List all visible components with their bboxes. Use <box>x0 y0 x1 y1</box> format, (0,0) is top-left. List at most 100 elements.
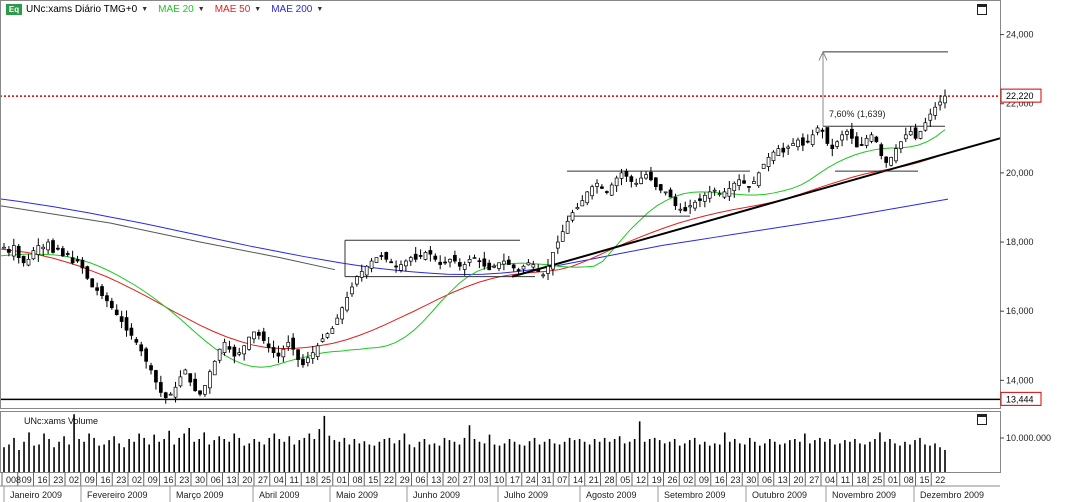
current-price-label: 22,220 <box>1006 91 1034 101</box>
moving-averages <box>0 129 949 368</box>
date-tick-label: 23 <box>116 475 126 485</box>
candle-body <box>438 261 443 265</box>
date-tick-label: 23 <box>179 475 189 485</box>
candle-body <box>595 182 599 187</box>
candle-body <box>933 106 938 116</box>
candle-body <box>869 134 874 142</box>
candle-body <box>521 265 526 270</box>
candle-body <box>786 146 791 149</box>
eq-app-icon[interactable]: Eq <box>6 4 22 15</box>
symbol-label[interactable]: UNc:xams Diário TMG+0 <box>26 4 138 15</box>
candle-body <box>60 248 65 257</box>
min-price-box <box>1000 391 1042 406</box>
volume-pane-maximize-icon[interactable] <box>977 414 987 425</box>
volume-bars <box>3 414 946 472</box>
candle-body <box>198 390 202 395</box>
candle-body <box>315 345 320 357</box>
candle-body <box>604 191 609 193</box>
uptrend-line <box>511 137 1001 278</box>
mae50-dropdown-icon[interactable]: ▼ <box>254 6 262 13</box>
date-tick-label: 18 <box>305 475 315 485</box>
date-tick-label: 08 <box>353 475 363 485</box>
indicator-mae200-label[interactable]: MAE 200 <box>271 4 313 15</box>
date-tick-label: 11 <box>290 475 299 485</box>
candle-body <box>340 307 345 320</box>
candle-body <box>673 196 678 207</box>
date-tick-label: 22 <box>935 475 945 485</box>
candle-body <box>364 265 369 276</box>
candle-body <box>203 385 207 395</box>
candle-body <box>163 392 168 398</box>
candle-body <box>555 241 560 249</box>
candle-body <box>453 254 457 262</box>
candle-body <box>903 134 908 140</box>
candle-body <box>722 191 727 198</box>
date-tick-label: 06 <box>211 475 221 485</box>
month-label: Outubro 2009 <box>752 490 807 500</box>
candle-body <box>448 258 452 263</box>
candle-body <box>310 352 315 359</box>
date-tick-label: 02 <box>132 475 142 485</box>
candle-body <box>119 316 124 322</box>
volume-pane-border <box>0 411 1001 473</box>
candle-body <box>389 261 394 264</box>
date-tick-label: 27 <box>258 475 268 485</box>
candle-body <box>433 255 438 260</box>
candle-body <box>810 134 815 145</box>
candle-body <box>801 137 805 146</box>
candle-body <box>149 365 153 371</box>
date-tick-label: 23 <box>731 475 741 485</box>
axes <box>0 0 1004 502</box>
candle-body <box>600 186 604 189</box>
price-pane-maximize-icon[interactable] <box>977 4 987 15</box>
candle-body <box>727 188 732 197</box>
candle-body <box>639 177 643 184</box>
candle-body <box>85 266 90 279</box>
candle-body <box>884 156 889 163</box>
candle-body <box>698 198 702 201</box>
candle-body <box>913 127 918 139</box>
date-tick-label: 29 <box>400 475 410 485</box>
mae200-dropdown-icon[interactable]: ▼ <box>316 6 324 13</box>
candle-body <box>541 274 545 277</box>
candle-body <box>791 143 795 146</box>
date-tick-label: 07 <box>557 475 567 485</box>
indicator-mae20-label[interactable]: MAE 20 <box>158 4 194 15</box>
candle-body <box>707 191 712 199</box>
date-tick-label: 30 <box>746 475 756 485</box>
candle-body <box>16 245 21 258</box>
candle-body <box>345 297 349 311</box>
candle-body <box>31 250 36 260</box>
mae20-dropdown-icon[interactable]: ▼ <box>197 6 205 13</box>
candle-body <box>252 331 256 340</box>
date-tick-label: 09 <box>148 475 158 485</box>
candle-body <box>609 184 614 196</box>
candle-body <box>330 328 335 334</box>
candle-body <box>109 300 114 309</box>
candle-body <box>188 373 193 383</box>
candle-body <box>482 258 487 267</box>
symbol-dropdown-icon[interactable]: ▼ <box>141 6 149 13</box>
candle-body <box>183 369 188 375</box>
date-tick-label: 20 <box>447 475 457 485</box>
candle-body <box>154 370 158 383</box>
target-annotation: 7,60% (1,639) <box>829 109 886 119</box>
price-tick-label: 18,000 <box>1006 237 1034 247</box>
date-tick-label: 26 <box>668 475 678 485</box>
date-tick-label: 19 <box>652 475 662 485</box>
indicator-mae50-label[interactable]: MAE 50 <box>214 4 251 15</box>
candle-body <box>105 295 109 302</box>
candle-body <box>443 261 447 264</box>
month-label: Agosto 2009 <box>586 490 637 500</box>
candle-body <box>737 179 742 186</box>
date-tick-label: 21 <box>589 475 599 485</box>
date-tick-label: 11 <box>841 475 850 485</box>
min-price-label: 13,444 <box>1006 394 1034 404</box>
candle-body <box>428 250 433 255</box>
date-tick-label: 008 <box>6 475 21 485</box>
date-tick-label: 03 <box>479 475 489 485</box>
candle-body <box>26 258 31 266</box>
candle-body <box>624 171 629 177</box>
candle-body <box>894 148 898 162</box>
date-tick-label: 17 <box>510 475 520 485</box>
